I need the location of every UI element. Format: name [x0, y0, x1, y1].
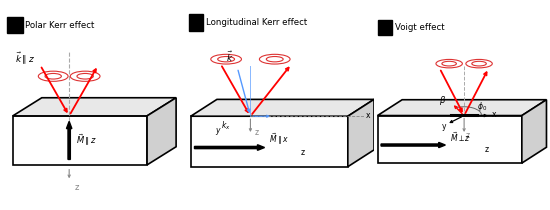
Text: $k_x$: $k_x$: [222, 119, 231, 131]
Polygon shape: [191, 116, 348, 167]
Polygon shape: [377, 100, 547, 116]
Bar: [377, 20, 393, 35]
Polygon shape: [13, 116, 147, 165]
Text: $\vec{k}$: $\vec{k}$: [226, 50, 234, 64]
Text: z: z: [254, 128, 258, 137]
Text: $\vec{M} \parallel x$: $\vec{M} \parallel x$: [270, 131, 289, 147]
FancyArrow shape: [67, 121, 72, 159]
Text: $\vec{M} \perp z$: $\vec{M} \perp z$: [450, 130, 471, 144]
Text: $\vec{M} \parallel z$: $\vec{M} \parallel z$: [76, 133, 98, 148]
Text: y: y: [442, 122, 447, 131]
Bar: [189, 14, 203, 31]
Text: $\beta$: $\beta$: [439, 94, 447, 107]
Text: x: x: [365, 111, 370, 120]
Polygon shape: [522, 100, 547, 163]
Polygon shape: [348, 99, 374, 167]
Text: $\phi_0$: $\phi_0$: [477, 100, 487, 113]
Text: z: z: [485, 145, 488, 154]
Bar: [7, 17, 23, 33]
FancyArrow shape: [381, 142, 446, 148]
FancyArrow shape: [195, 145, 265, 150]
Polygon shape: [377, 116, 522, 163]
Text: $y$: $y$: [215, 126, 222, 136]
Polygon shape: [147, 98, 176, 165]
Text: Longitudinal Kerr effect: Longitudinal Kerr effect: [206, 18, 307, 27]
Polygon shape: [13, 98, 176, 116]
Text: z: z: [301, 148, 305, 157]
Text: $\vec{k} \parallel z$: $\vec{k} \parallel z$: [15, 50, 35, 66]
Text: Voigt effect: Voigt effect: [395, 23, 445, 32]
Polygon shape: [191, 99, 374, 116]
Text: z: z: [466, 131, 470, 140]
Text: Polar Kerr effect: Polar Kerr effect: [25, 21, 95, 30]
Text: x: x: [492, 110, 497, 119]
Text: z: z: [75, 183, 79, 192]
